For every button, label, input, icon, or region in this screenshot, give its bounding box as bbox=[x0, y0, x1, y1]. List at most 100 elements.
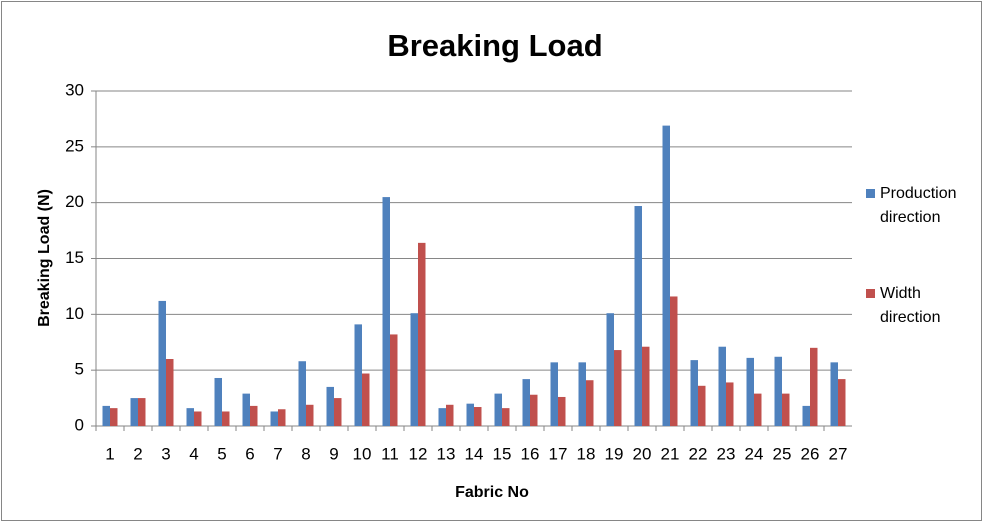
x-tick-label: 17 bbox=[549, 444, 568, 463]
x-tick-label: 20 bbox=[633, 444, 652, 463]
legend-item: Width direction bbox=[866, 282, 980, 330]
bar bbox=[838, 379, 846, 426]
bar bbox=[782, 393, 790, 426]
x-tick-label: 7 bbox=[273, 444, 282, 463]
x-tick-label: 4 bbox=[189, 444, 198, 463]
x-tick-label: 3 bbox=[161, 444, 170, 463]
legend-label: Production direction bbox=[880, 185, 957, 226]
bar bbox=[494, 393, 502, 426]
y-tick-label: 15 bbox=[65, 248, 84, 267]
y-tick-label: 25 bbox=[65, 136, 84, 155]
x-tick-label: 18 bbox=[577, 444, 596, 463]
bar bbox=[558, 396, 566, 426]
bar bbox=[690, 360, 698, 426]
bar bbox=[642, 346, 650, 426]
x-tick-label: 19 bbox=[605, 444, 624, 463]
bar bbox=[466, 403, 474, 426]
bar bbox=[670, 296, 678, 426]
bar bbox=[810, 347, 818, 426]
chart-title: Breaking Load bbox=[387, 28, 602, 63]
bar bbox=[298, 361, 306, 426]
x-tick-label: 13 bbox=[437, 444, 456, 463]
bar bbox=[606, 313, 614, 426]
bar bbox=[550, 362, 558, 426]
bar bbox=[334, 398, 342, 426]
bar bbox=[718, 346, 726, 426]
x-tick-label: 22 bbox=[689, 444, 708, 463]
x-tick-label: 11 bbox=[381, 444, 399, 463]
bar bbox=[746, 357, 754, 426]
bar bbox=[390, 334, 398, 426]
bar bbox=[438, 408, 446, 426]
bar bbox=[306, 404, 314, 426]
bar bbox=[222, 411, 230, 426]
y-axis-label: Breaking Load (N) bbox=[36, 189, 53, 327]
bar bbox=[410, 313, 418, 426]
bar bbox=[194, 411, 202, 426]
bar bbox=[354, 324, 362, 426]
bar bbox=[802, 405, 810, 426]
bar bbox=[242, 393, 250, 426]
bar bbox=[586, 380, 594, 426]
bar bbox=[166, 359, 174, 426]
bar bbox=[446, 404, 454, 426]
bar bbox=[634, 206, 642, 426]
bar bbox=[726, 382, 734, 426]
legend-label: Width direction bbox=[880, 285, 941, 326]
bar bbox=[418, 242, 426, 426]
bar bbox=[830, 362, 838, 426]
bar bbox=[138, 398, 146, 426]
x-tick-label: 8 bbox=[301, 444, 310, 463]
bar bbox=[530, 394, 538, 426]
bar bbox=[270, 411, 278, 426]
y-tick-label: 5 bbox=[75, 360, 84, 379]
x-tick-label: 23 bbox=[717, 444, 736, 463]
bar bbox=[362, 373, 370, 426]
y-tick-label: 20 bbox=[65, 192, 84, 211]
bar bbox=[102, 405, 110, 426]
bar bbox=[662, 125, 670, 426]
x-tick-label: 6 bbox=[245, 444, 254, 463]
bar bbox=[110, 408, 118, 426]
x-tick-label: 2 bbox=[133, 444, 142, 463]
y-tick-label: 30 bbox=[65, 80, 84, 99]
legend-item: Production direction bbox=[866, 182, 980, 230]
x-tick-label: 10 bbox=[353, 444, 372, 463]
bar bbox=[158, 300, 166, 426]
bar bbox=[474, 407, 482, 426]
x-tick-label: 25 bbox=[773, 444, 792, 463]
x-tick-label: 1 bbox=[105, 444, 114, 463]
bar bbox=[278, 409, 286, 426]
x-tick-label: 21 bbox=[661, 444, 680, 463]
x-tick-label: 9 bbox=[329, 444, 338, 463]
bar bbox=[754, 393, 762, 426]
bar bbox=[698, 385, 706, 426]
bar bbox=[382, 197, 390, 426]
y-tick-label: 10 bbox=[65, 304, 84, 323]
bar bbox=[214, 377, 222, 426]
bar bbox=[774, 356, 782, 426]
bar bbox=[250, 405, 258, 426]
bar bbox=[502, 408, 510, 426]
x-tick-label: 5 bbox=[217, 444, 226, 463]
x-tick-label: 27 bbox=[829, 444, 848, 463]
x-tick-label: 24 bbox=[745, 444, 764, 463]
x-tick-label: 12 bbox=[409, 444, 428, 463]
bar bbox=[130, 398, 138, 426]
y-tick-label: 0 bbox=[75, 415, 84, 434]
bar bbox=[326, 386, 334, 426]
legend-swatch bbox=[866, 289, 875, 298]
bar bbox=[614, 350, 622, 426]
bar bbox=[522, 379, 530, 426]
x-tick-label: 26 bbox=[801, 444, 820, 463]
x-axis-label: Fabric No bbox=[455, 484, 529, 501]
legend-swatch bbox=[866, 189, 875, 198]
bar bbox=[186, 408, 194, 426]
bar bbox=[578, 362, 586, 426]
x-tick-label: 16 bbox=[521, 444, 540, 463]
x-tick-label: 14 bbox=[465, 444, 484, 463]
x-tick-label: 15 bbox=[493, 444, 512, 463]
